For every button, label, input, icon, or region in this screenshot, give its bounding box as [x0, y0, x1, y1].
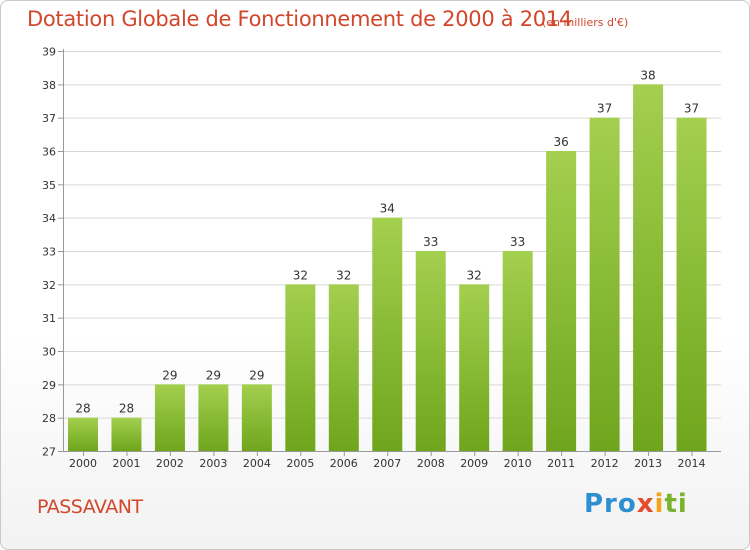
- bar: [285, 284, 316, 451]
- y-tick-label: 33: [42, 246, 56, 259]
- data-label: 28: [119, 402, 134, 416]
- x-tick-label: 2007: [373, 457, 401, 470]
- y-tick-label: 34: [42, 212, 56, 225]
- y-tick-label: 35: [42, 179, 56, 192]
- bar: [328, 284, 359, 451]
- x-tick-label: 2005: [286, 457, 314, 470]
- y-tick-label: 31: [42, 312, 56, 325]
- data-label: 37: [597, 102, 612, 116]
- y-tick-label: 28: [42, 412, 56, 425]
- y-tick-labels: 27 28 29 30 31 32 33 34 35 36 37 38 39: [42, 46, 56, 459]
- x-tick-label: 2003: [199, 457, 227, 470]
- x-tick-label: 2011: [547, 457, 575, 470]
- bar: [198, 384, 229, 451]
- bar: [241, 384, 272, 451]
- x-tick-label: 2014: [678, 457, 706, 470]
- logo-part-3: i: [654, 489, 665, 519]
- bar: [676, 117, 707, 452]
- bar: [459, 284, 490, 451]
- data-label: 33: [423, 235, 438, 249]
- y-tick-label: 38: [42, 79, 56, 92]
- data-label: 33: [510, 235, 525, 249]
- data-label: 36: [553, 135, 568, 149]
- y-tick-label: 29: [42, 379, 56, 392]
- x-tick-label: 2008: [417, 457, 445, 470]
- data-label: 38: [640, 68, 655, 82]
- x-tick-label: 2010: [504, 457, 532, 470]
- x-tick-labels: 2000 2001 2002 2003 2004 2005 2006 2007 2008 2009…: [69, 457, 706, 470]
- x-tick-label: 2009: [460, 457, 488, 470]
- bar: [111, 417, 142, 451]
- bars: [68, 84, 707, 452]
- x-tick-label: 2012: [591, 457, 619, 470]
- x-tick-label: 2001: [112, 457, 140, 470]
- data-label: 29: [206, 368, 221, 382]
- data-label: 32: [293, 268, 308, 282]
- x-tick-label: 2013: [634, 457, 662, 470]
- y-tick-label: 39: [42, 46, 56, 59]
- logo-part-4: ti: [664, 489, 688, 519]
- data-label: 29: [249, 368, 264, 382]
- data-label: 32: [336, 268, 351, 282]
- x-tick-label: 2006: [330, 457, 358, 470]
- commune-name: PASSAVANT: [37, 496, 143, 518]
- y-tick-label: 32: [42, 279, 56, 292]
- axes: [58, 49, 721, 456]
- chart-title: Dotation Globale de Fonctionnement de 20…: [27, 7, 572, 31]
- unit-note: (en milliers d'€): [542, 16, 629, 29]
- y-tick-label: 27: [42, 446, 56, 459]
- bar: [502, 251, 533, 451]
- data-label: 34: [380, 202, 395, 216]
- bar: [633, 84, 664, 451]
- logo-part-2: x: [636, 489, 655, 519]
- data-labels: 28 28 29 29 29 32 32 34 33 32 33 36 37 38 37: [75, 68, 699, 415]
- data-label: 29: [162, 368, 177, 382]
- data-label: 28: [75, 402, 90, 416]
- data-label: 32: [467, 268, 482, 282]
- bar: [546, 151, 577, 451]
- bar: [68, 417, 98, 451]
- x-tick-label: 2004: [243, 457, 271, 470]
- proxiti-logo: Proxiti: [584, 489, 688, 519]
- bar: [415, 251, 446, 451]
- x-tick-label: 2002: [156, 457, 184, 470]
- y-tick-label: 37: [42, 112, 56, 125]
- data-label: 37: [684, 102, 699, 116]
- bar: [589, 117, 620, 452]
- bar: [372, 217, 403, 451]
- logo-part-1: Pro: [584, 489, 637, 519]
- y-tick-label: 30: [42, 346, 56, 359]
- x-tick-label: 2000: [69, 457, 97, 470]
- y-tick-label: 36: [42, 146, 56, 159]
- bar: [154, 384, 185, 451]
